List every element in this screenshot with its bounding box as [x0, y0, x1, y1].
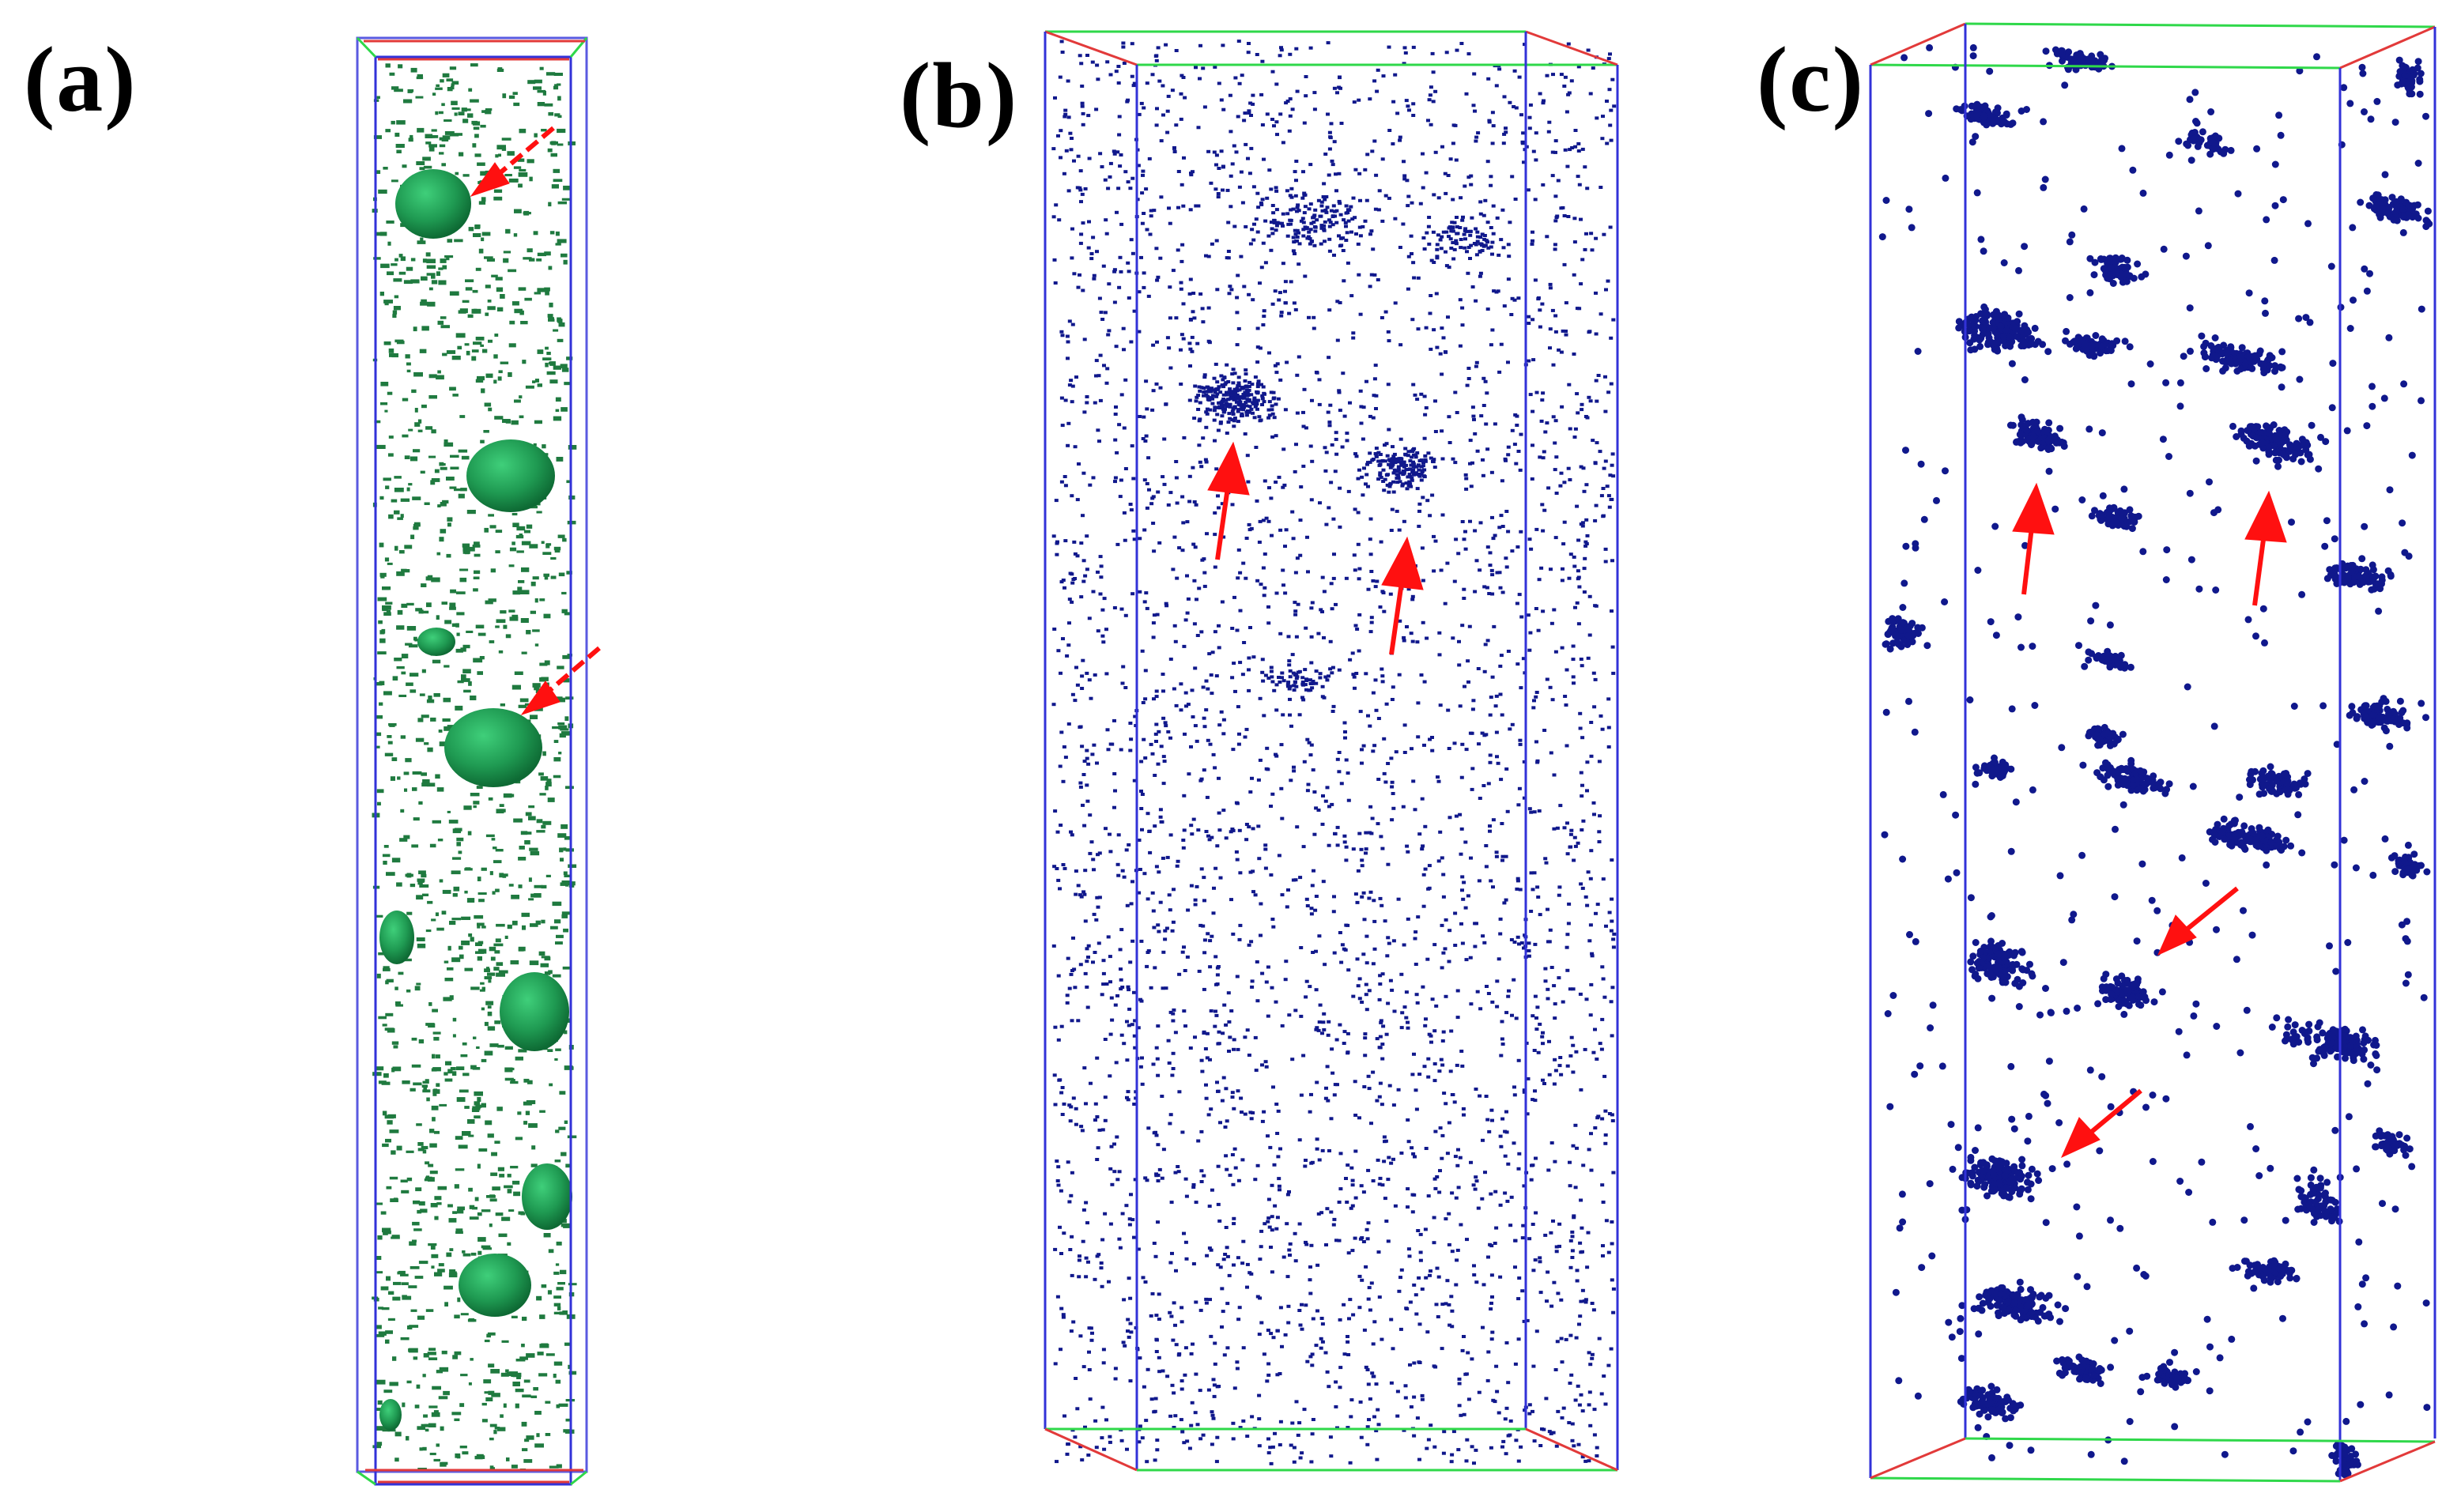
panel-b-atom-cloud — [1051, 40, 1617, 1465]
panel-label-b: (b) — [900, 43, 1019, 147]
precipitate — [395, 169, 471, 239]
precipitate — [379, 911, 414, 964]
panel-b-arrows — [1207, 441, 1424, 655]
precipitate — [500, 972, 569, 1051]
panel-a-box — [356, 36, 601, 1486]
precipitate — [466, 439, 555, 512]
panel-c-arrows — [2012, 482, 2287, 1159]
precipitate — [459, 1254, 531, 1317]
panel-c-atom-cloud — [1878, 43, 2433, 1479]
precipitate — [379, 1399, 402, 1431]
precipitate — [444, 708, 542, 787]
panel-a-arrows — [470, 126, 601, 715]
panel-c-box — [1869, 22, 2436, 1483]
panel-b-box — [1044, 30, 1619, 1472]
panel-label-a: (a) — [24, 28, 138, 131]
panel-a-precipitates — [379, 169, 572, 1431]
precipitate — [522, 1163, 572, 1230]
panel-label-c: (c) — [1757, 28, 1865, 131]
precipitate — [417, 628, 455, 656]
